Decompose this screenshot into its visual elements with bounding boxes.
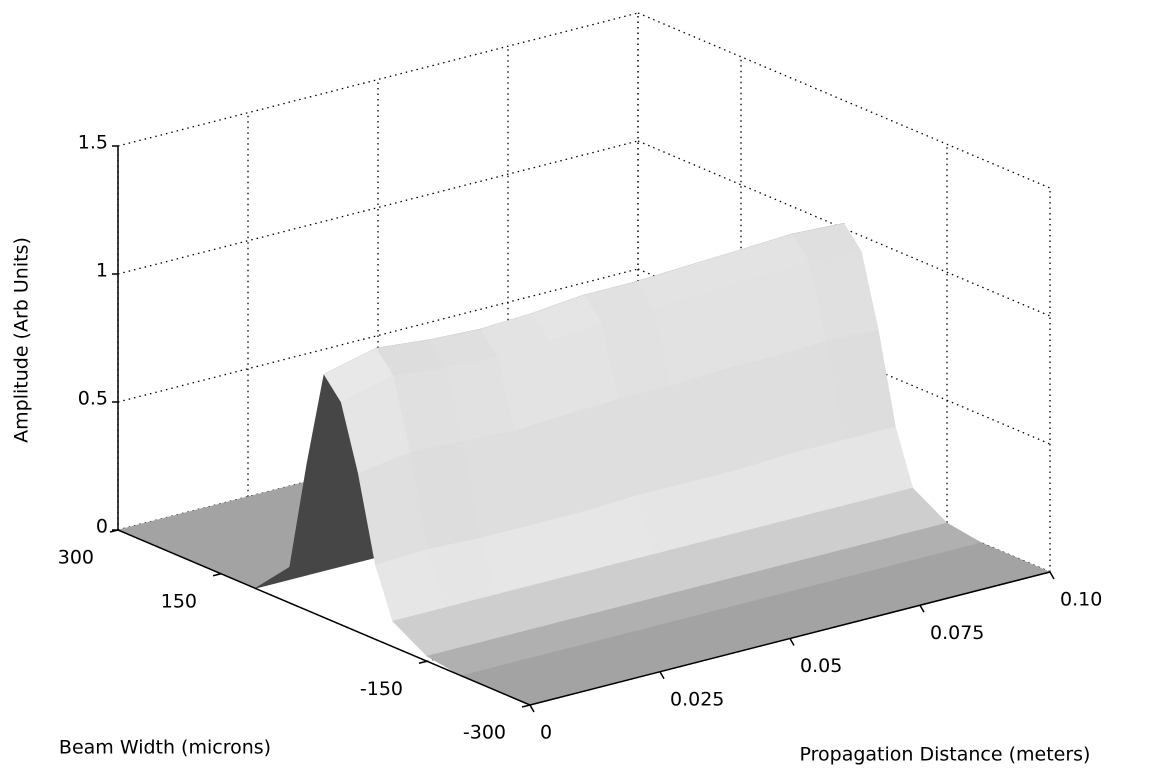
y-tick — [521, 704, 531, 708]
x-tick-label: 0.075 — [930, 622, 984, 644]
y-tick — [109, 529, 119, 533]
x-tick — [789, 638, 795, 646]
y-tick-label: 300 — [58, 547, 94, 569]
y-tick-label: 150 — [161, 590, 197, 612]
y-axis — [117, 529, 531, 706]
z-tick-label: 1.5 — [78, 132, 108, 154]
x-tick-label: 0.10 — [1060, 589, 1102, 611]
z-tick-label: 0.5 — [78, 388, 108, 410]
grid-line — [117, 140, 639, 275]
z-axis-title: Amplitude (Arb Units) — [11, 237, 33, 443]
x-tick — [529, 704, 535, 713]
y-tick-label: -150 — [360, 678, 403, 700]
grid-line — [117, 12, 639, 147]
x-tick-label: 0 — [540, 722, 552, 744]
x-tick-label: 0.025 — [670, 688, 724, 710]
x-tick-label: 0.05 — [800, 655, 842, 677]
y-tick-label: -300 — [463, 722, 506, 744]
z-tick-label: 1 — [96, 260, 108, 282]
y-tick — [418, 660, 428, 664]
x-axis-title: Propagation Distance (meters) — [800, 744, 1091, 766]
y-axis-title: Beam Width (microns) — [59, 737, 271, 759]
grid-line — [117, 268, 639, 403]
z-tick-label: 0 — [96, 516, 108, 538]
y-tick — [212, 573, 222, 577]
grid-line — [637, 12, 1051, 189]
x-tick — [659, 671, 665, 680]
x-tick — [1049, 571, 1055, 580]
x-tick — [919, 604, 925, 613]
